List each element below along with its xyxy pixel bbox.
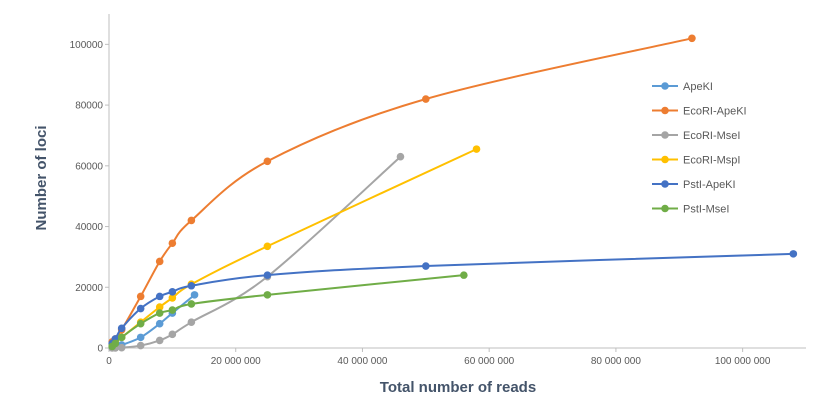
legend-label-ecori-apeki: EcoRI-ApeKI xyxy=(683,106,747,118)
data-point-ecori-mspi xyxy=(155,303,164,311)
data-point-ecori-mspi xyxy=(472,145,481,153)
data-point-psti-msei xyxy=(168,306,177,314)
data-point-ecori-apeki xyxy=(168,239,177,248)
legend-marker-psti-apeki xyxy=(661,180,669,188)
y-tick-label: 40000 xyxy=(75,222,103,233)
x-tick-label: 0 xyxy=(106,356,112,367)
legend-label-ecori-msei: EcoRI-MseI xyxy=(683,130,740,142)
data-point-ecori-msei xyxy=(117,343,126,352)
x-tick-label: 20 000 000 xyxy=(211,356,261,367)
legend-marker-psti-msei xyxy=(661,204,669,213)
data-point-ecori-mspi xyxy=(263,242,272,251)
data-point-psti-apeki xyxy=(136,304,145,313)
x-tick-label: 100 000 000 xyxy=(715,356,771,367)
series-line-ecori-apeki xyxy=(111,37,693,343)
data-point-psti-apeki xyxy=(117,324,126,333)
data-point-ecori-msei xyxy=(168,330,177,339)
data-point-psti-msei xyxy=(460,271,468,279)
data-point-psti-apeki xyxy=(155,292,164,301)
y-tick-label: 20000 xyxy=(75,283,103,294)
x-tick-label: 80 000 000 xyxy=(591,356,641,367)
data-point-ecori-msei xyxy=(155,336,164,345)
data-point-psti-msei xyxy=(263,291,272,299)
series-layer xyxy=(108,34,798,352)
x-tick-label: 60 000 000 xyxy=(464,356,514,367)
data-point-apeki xyxy=(136,333,145,342)
series-line-ecori-mspi xyxy=(111,148,477,346)
data-point-psti-msei xyxy=(111,339,120,348)
data-point-psti-apeki xyxy=(263,271,272,279)
x-tick-label: 40 000 000 xyxy=(337,356,387,367)
data-point-psti-msei xyxy=(117,333,126,342)
series-line-psti-msei xyxy=(111,274,464,348)
legend-label-ecori-mspi: EcoRI-MspI xyxy=(683,155,740,167)
legend-marker-ecori-apeki xyxy=(661,106,669,115)
data-point-ecori-apeki xyxy=(187,216,196,225)
data-point-apeki xyxy=(155,319,164,328)
data-point-ecori-msei xyxy=(187,318,196,326)
x-axis-title: Total number of reads xyxy=(380,379,536,396)
data-point-psti-apeki xyxy=(168,288,177,296)
legend-marker-ecori-mspi xyxy=(661,155,669,164)
legend-label-apeki: ApeKI xyxy=(683,81,713,93)
data-point-apeki xyxy=(190,291,199,299)
data-point-psti-apeki xyxy=(422,262,430,270)
data-point-psti-apeki xyxy=(789,250,798,258)
data-point-ecori-msei xyxy=(396,152,405,161)
data-point-psti-msei xyxy=(187,300,196,308)
data-point-ecori-apeki xyxy=(263,157,272,166)
data-point-ecori-mspi xyxy=(168,294,177,302)
data-point-ecori-apeki xyxy=(155,257,164,266)
data-point-ecori-apeki xyxy=(422,95,430,103)
legend: ApeKI EcoRI-ApeKI EcoRI-MseI EcoRI-MspI PstI… xyxy=(652,81,747,216)
y-tick-label: 80000 xyxy=(75,101,103,112)
data-point-ecori-msei xyxy=(136,341,145,350)
legend-marker-apeki xyxy=(661,82,669,90)
data-point-psti-msei xyxy=(136,319,145,328)
y-axis-title: Number of loci xyxy=(33,125,50,230)
legend-marker-ecori-msei xyxy=(661,131,669,139)
axes: 0 20000 40000 60000 80000 100000 0 20 000 000 40… xyxy=(70,14,806,367)
legend-label-psti-msei: PstI-MseI xyxy=(683,204,729,216)
legend-label-psti-apeki: PstI-ApeKI xyxy=(683,179,736,191)
data-point-ecori-apeki xyxy=(688,34,696,43)
y-tick-label: 60000 xyxy=(75,161,103,172)
y-tick-label: 100000 xyxy=(70,40,104,51)
data-point-psti-msei xyxy=(155,309,164,317)
data-point-psti-apeki xyxy=(187,281,196,290)
series-line-psti-apeki xyxy=(111,252,794,345)
y-tick-label: 0 xyxy=(97,344,103,355)
data-point-ecori-apeki xyxy=(136,292,145,301)
